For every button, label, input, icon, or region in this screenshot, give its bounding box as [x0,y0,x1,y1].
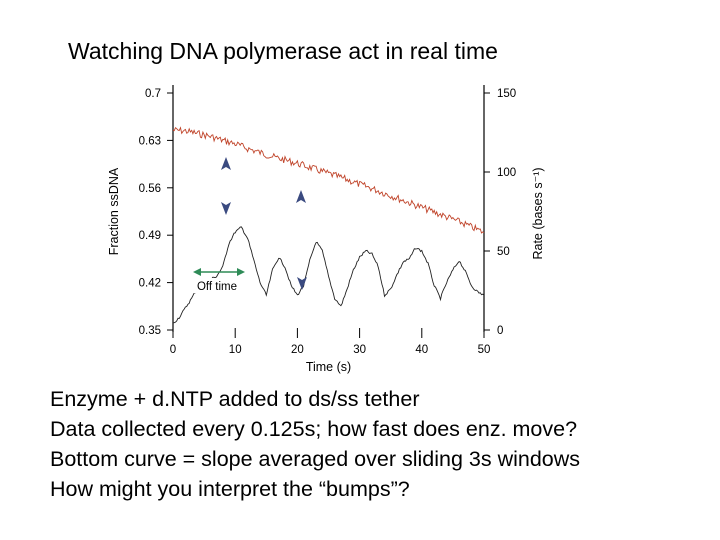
down-arrow-marker [297,277,307,290]
x-tick-label: 30 [353,344,366,356]
y-tick-label: 0.49 [139,230,161,242]
y2-tick-label: 150 [497,88,516,100]
note-item: Data collected every 0.125s; how fast do… [50,417,578,441]
y2-tick-label: 50 [497,246,510,258]
y-axis-title: Fraction ssDNA [107,167,121,255]
y-tick-label: 0.56 [139,183,161,195]
y-tick-label: 0.42 [139,278,161,290]
y2-axis-title: Rate (bases s⁻¹) [531,167,545,259]
y-tick-label: 0.63 [139,135,161,147]
notes-list: Enzyme + d.NTP added to ds/ss tether Dat… [50,384,580,504]
off-time-arrow-right [237,268,245,276]
slide-title: Watching DNA polymerase act in real time [68,38,498,64]
up-arrow-marker [296,190,306,203]
y-tick-label: 0.35 [139,325,161,337]
dna-polymerase-chart: 0.35 0.42 0.49 0.56 0.63 0.7 0 50 100 150 0 10 20 30 4… [107,85,545,374]
x-tick-label: 0 [170,344,176,356]
chart-annotations: Off time [190,157,307,293]
x-tick-label: 10 [229,344,242,356]
x-tick-label: 50 [478,344,491,356]
chart-ticks: 0.35 0.42 0.49 0.56 0.63 0.7 0 50 100 150 0 10 20 30 4… [107,88,545,374]
x-tick-label: 40 [415,344,428,356]
y-tick-label: 0.7 [145,88,161,100]
up-arrow-marker [221,157,231,170]
y2-tick-label: 100 [497,167,516,179]
note-item: Enzyme + d.NTP added to ds/ss tether [50,387,420,411]
off-time-label-bg [190,278,244,293]
chart-lines [172,126,485,324]
off-time-arrow-left [193,268,201,276]
chart-axes [172,85,485,332]
fraction-ssdna-series [172,126,485,234]
rate-series [172,226,485,324]
off-time-label: Off time [197,281,237,293]
note-item: Bottom curve = slope averaged over slidi… [50,447,581,471]
down-arrow-marker [221,202,231,215]
x-axis-title: Time (s) [306,360,351,374]
x-tick-label: 20 [291,344,304,356]
y2-tick-label: 0 [497,325,503,337]
note-item: How might you interpret the “bumps”? [50,477,410,501]
